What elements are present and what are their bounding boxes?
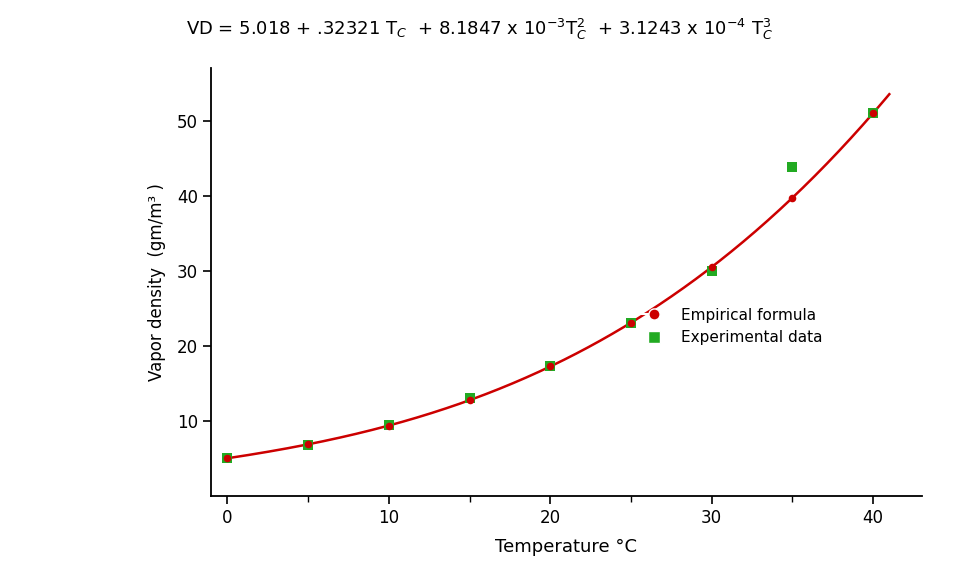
Y-axis label: Vapor density  (gm/m³ ): Vapor density (gm/m³ ) [148, 183, 166, 381]
Point [381, 421, 396, 430]
Point [300, 440, 316, 449]
Point [220, 454, 235, 463]
Point [542, 361, 558, 370]
Point [220, 454, 235, 463]
X-axis label: Temperature °C: Temperature °C [495, 538, 637, 556]
Point [381, 421, 396, 430]
Point [542, 362, 558, 371]
Point [462, 394, 477, 403]
Point [462, 396, 477, 405]
Point [704, 262, 719, 271]
Point [300, 441, 316, 450]
Point [784, 193, 800, 202]
Point [866, 108, 881, 117]
Text: VD = 5.018 + .32321 T$_C$  + 8.1847 x 10$^{-3}$T$_C^2$  + 3.1243 x 10$^{-4}$ T$_: VD = 5.018 + .32321 T$_C$ + 8.1847 x 10$… [186, 17, 774, 42]
Point [866, 108, 881, 117]
Point [623, 318, 638, 327]
Point [784, 163, 800, 172]
Legend: Empirical formula, Experimental data: Empirical formula, Experimental data [633, 302, 828, 352]
Point [704, 266, 719, 275]
Point [623, 319, 638, 328]
